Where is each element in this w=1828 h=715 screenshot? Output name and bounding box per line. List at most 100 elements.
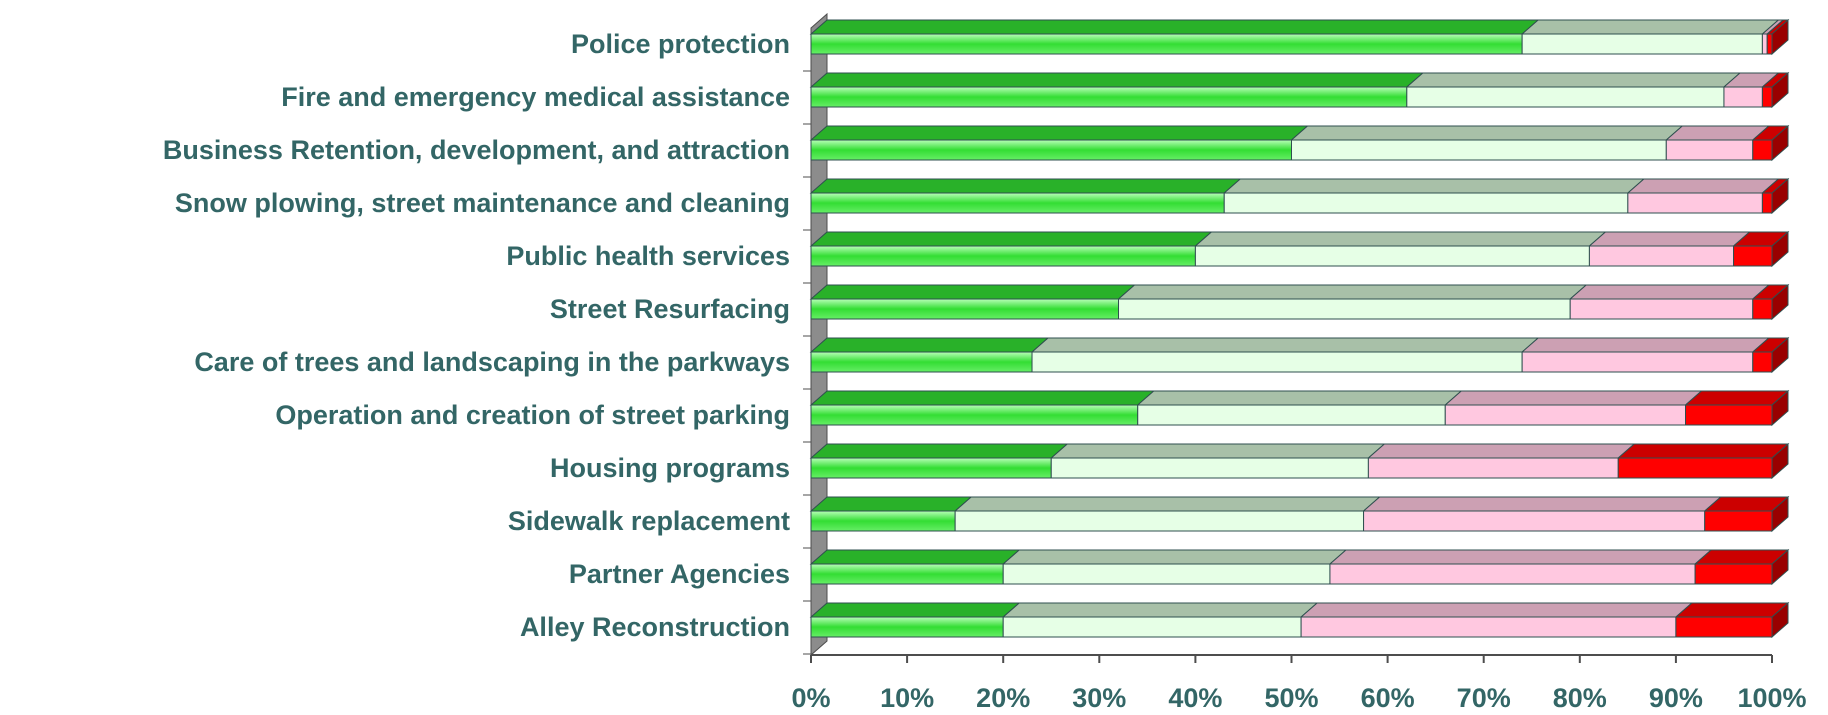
bar-segment [954,510,1365,532]
bar-segment [1031,351,1523,373]
category-label: Housing programs [550,453,790,483]
bar-top [1674,602,1790,618]
bar-top [809,443,1069,459]
bar-segment [1675,616,1773,638]
bar-segment [1194,245,1590,267]
category-label: Snow plowing, street maintenance and cle… [175,188,790,218]
bar-segment [810,33,1523,55]
bar-top [1117,284,1588,300]
bar-top [1328,549,1713,565]
bar-segment [810,245,1196,267]
bar-segment [1617,457,1773,479]
bar-top [809,337,1050,353]
x-tick-label: 90% [1649,683,1703,713]
x-tick-label: 10% [880,683,934,713]
bar-segment [810,563,1004,585]
bar-segment [1761,33,1768,55]
bar-segment [1752,298,1773,320]
bar-segment [810,351,1033,373]
bar-segment [1704,510,1773,532]
bar-segment [1752,351,1773,373]
bar-top [1568,284,1771,300]
bar-segment [1329,563,1696,585]
bar-segment [1761,192,1773,214]
bar-end [1771,548,1789,586]
bar-top [1405,72,1742,88]
bar-end [1771,283,1789,321]
bar-end [1771,389,1789,427]
bar-segment [1050,457,1369,479]
bar-segment [810,139,1292,161]
bar-segment [1752,139,1773,161]
x-tick-label: 20% [976,683,1030,713]
bar-top [1194,231,1607,247]
bar-top [809,284,1136,300]
bar-top [1049,443,1386,459]
bar-top [1362,496,1723,512]
category-label: Public health services [506,241,790,271]
bar-segment [1694,563,1773,585]
bar-top [809,178,1242,194]
bar-top [1616,443,1790,459]
bar-end [1771,124,1789,162]
bar-segment [1137,404,1446,426]
bar-top [1299,602,1694,618]
bar-segment [1766,33,1773,55]
bar-top [1520,337,1771,353]
bar-segment [810,192,1225,214]
bar-segment [1291,139,1667,161]
bar-top [1136,390,1463,406]
bar-segment [1367,457,1619,479]
category-label: Street Resurfacing [550,294,790,324]
bar-end [1771,495,1789,533]
bar-top [1664,125,1771,141]
bar-top [1001,602,1319,618]
category-label: Care of trees and landscaping in the par… [194,347,790,377]
category-label: Alley Reconstruction [520,612,790,642]
bar-segment [810,86,1408,108]
bar-segment [1406,86,1725,108]
category-label: Partner Agencies [569,559,790,589]
category-label: Sidewalk replacement [508,506,790,536]
bar-segment [1363,510,1706,532]
bar-segment [1002,563,1331,585]
bar-top [809,231,1213,247]
category-label: Fire and emergency medical assistance [281,82,790,112]
x-tick-label: 40% [1168,683,1222,713]
bar-top [1588,231,1751,247]
bar-segment [1444,404,1687,426]
bar-segment [810,510,956,532]
bar-top [809,602,1021,618]
bar-top [1222,178,1646,194]
bar-top [1001,549,1348,565]
category-label: Police protection [571,29,790,59]
x-tick-label: 60% [1361,683,1415,713]
bar-segment [1521,33,1763,55]
x-tick-label: 50% [1264,683,1318,713]
bar-top [809,496,973,512]
bar-top [1030,337,1540,353]
side-wall [810,12,828,657]
bar-segment [1223,192,1629,214]
bar-segment [1588,245,1735,267]
bar-segment [1569,298,1754,320]
bar-top [953,496,1381,512]
bar-end [1771,230,1789,268]
bar-segment [810,616,1004,638]
bar-end [1771,442,1789,480]
bar-top [1290,125,1684,141]
bar-segment [1118,298,1571,320]
bar-top [809,72,1425,88]
bar-end [1771,71,1789,109]
bar-end [1771,177,1789,215]
x-tick-label: 70% [1457,683,1511,713]
bar-end [1771,18,1789,56]
bar-segment [1300,616,1677,638]
x-tick-label: 30% [1072,683,1126,713]
x-tick-label: 0% [791,683,830,713]
bar-segment [1627,192,1763,214]
bar-top [809,549,1021,565]
bar-end [1771,601,1789,639]
bar-top [809,19,1540,35]
